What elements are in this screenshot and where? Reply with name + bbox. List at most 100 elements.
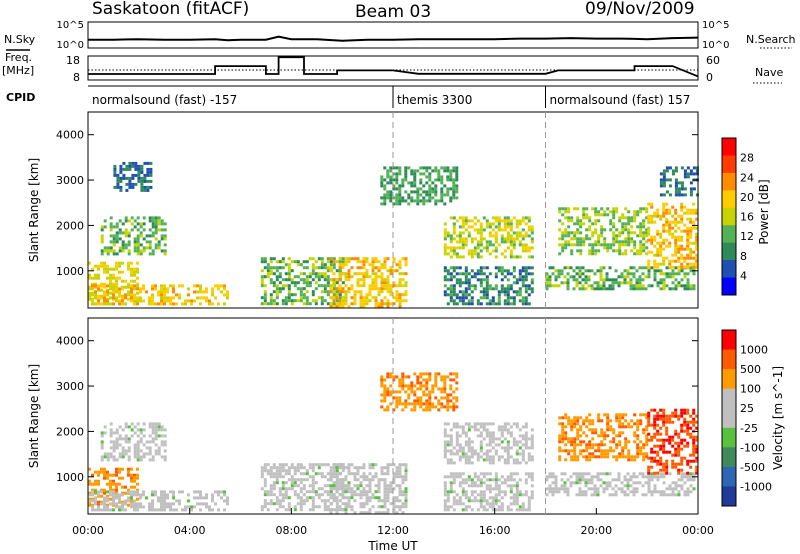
heatmap-cell bbox=[299, 466, 303, 470]
heatmap-cell bbox=[290, 478, 294, 482]
heatmap-cell bbox=[121, 243, 125, 247]
heatmap-cell bbox=[497, 487, 501, 491]
heatmap-cell bbox=[476, 255, 480, 259]
heatmap-cell bbox=[118, 455, 122, 459]
heatmap-cell bbox=[452, 246, 456, 250]
heatmap-cell bbox=[323, 499, 327, 503]
heatmap-cell bbox=[509, 478, 513, 482]
heatmap-cell bbox=[275, 466, 279, 470]
heatmap-cell bbox=[106, 267, 109, 271]
heatmap-cell bbox=[326, 493, 330, 497]
heatmap-cell bbox=[695, 471, 699, 475]
heatmap-cell bbox=[567, 422, 571, 426]
heatmap-cell bbox=[494, 496, 498, 500]
heatmap-cell bbox=[452, 502, 456, 506]
heatmap-cell bbox=[296, 496, 300, 500]
heatmap-cell bbox=[172, 284, 175, 288]
heatmap-cell bbox=[642, 446, 646, 450]
heatmap-cell bbox=[695, 459, 699, 463]
heatmap-cell bbox=[443, 378, 447, 382]
heatmap-cell bbox=[689, 187, 693, 191]
heatmap-cell bbox=[404, 478, 408, 482]
heatmap-cell bbox=[647, 232, 651, 236]
heatmap-cell bbox=[488, 302, 492, 306]
heatmap-cell bbox=[692, 438, 696, 442]
heatmap-cell bbox=[609, 246, 613, 250]
heatmap-cell bbox=[467, 461, 471, 465]
heatmap-cell bbox=[103, 488, 106, 492]
heatmap-cell bbox=[461, 490, 465, 494]
heatmap-cell bbox=[305, 296, 309, 300]
heatmap-cell bbox=[479, 222, 483, 226]
heatmap-cell bbox=[642, 431, 646, 435]
heatmap-cell bbox=[449, 290, 453, 294]
heatmap-cell bbox=[109, 428, 113, 432]
heatmap-cell bbox=[689, 181, 693, 185]
heatmap-cell bbox=[404, 293, 408, 297]
heatmap-cell bbox=[97, 273, 100, 277]
heatmap-cell bbox=[626, 481, 630, 485]
heatmap-cell bbox=[383, 266, 387, 270]
heatmap-cell bbox=[653, 487, 657, 491]
heatmap-cell bbox=[627, 440, 631, 444]
heatmap-cell bbox=[136, 505, 139, 509]
heatmap-cell bbox=[683, 481, 687, 485]
heatmap-cell bbox=[645, 210, 649, 214]
heatmap-cell bbox=[491, 222, 495, 226]
heatmap-cell bbox=[112, 293, 115, 297]
heatmap-cell bbox=[558, 207, 562, 211]
heatmap-cell bbox=[686, 429, 690, 433]
heatmap-cell bbox=[650, 465, 654, 469]
heatmap-cell bbox=[686, 441, 690, 445]
heatmap-cell bbox=[563, 490, 567, 494]
heatmap-cell bbox=[100, 228, 104, 232]
heatmap-cell bbox=[515, 493, 519, 497]
heatmap-cell bbox=[653, 408, 657, 412]
heatmap-cell bbox=[106, 297, 109, 301]
heatmap-cell bbox=[683, 169, 687, 173]
heatmap-cell bbox=[449, 387, 453, 391]
heatmap-cell bbox=[365, 275, 369, 279]
heatmap-cell bbox=[668, 438, 672, 442]
heatmap-cell bbox=[281, 266, 285, 270]
heatmap-cell bbox=[386, 278, 390, 282]
heatmap-cell bbox=[518, 269, 522, 273]
heatmap-cell bbox=[464, 490, 468, 494]
heatmap-cell bbox=[662, 208, 666, 212]
heatmap-cell bbox=[112, 458, 116, 462]
heatmap-cell bbox=[371, 281, 375, 285]
heatmap-cell bbox=[485, 478, 489, 482]
heatmap-cell bbox=[335, 481, 339, 485]
heatmap-cell bbox=[332, 481, 336, 485]
heatmap-cell bbox=[639, 222, 643, 226]
heatmap-cell bbox=[449, 452, 453, 456]
heatmap-cell bbox=[653, 490, 657, 494]
heatmap-cell bbox=[335, 496, 339, 500]
heatmap-cell bbox=[380, 393, 384, 397]
heatmap-cell bbox=[588, 458, 592, 462]
heatmap-cell bbox=[512, 302, 516, 306]
heatmap-cell bbox=[401, 278, 405, 282]
heatmap-cell bbox=[609, 446, 613, 450]
heatmap-cell bbox=[130, 505, 133, 509]
heatmap-cell bbox=[127, 503, 130, 507]
heatmap-cell bbox=[386, 408, 390, 412]
heatmap-cell bbox=[500, 508, 504, 512]
heatmap-cell bbox=[374, 278, 378, 282]
heatmap-cell bbox=[467, 299, 471, 303]
heatmap-cell bbox=[476, 231, 480, 235]
heatmap-cell bbox=[630, 419, 634, 423]
heatmap-cell bbox=[494, 484, 498, 488]
heatmap-cell bbox=[470, 455, 474, 459]
heatmap-cell bbox=[615, 443, 619, 447]
heatmap-cell bbox=[335, 463, 339, 467]
heatmap-cell bbox=[588, 237, 592, 241]
heatmap-cell bbox=[160, 490, 163, 494]
heatmap-cell bbox=[674, 272, 678, 276]
heatmap-cell bbox=[515, 481, 519, 485]
heatmap-cell bbox=[91, 302, 94, 306]
heatmap-cell bbox=[515, 293, 519, 297]
heatmap-cell bbox=[621, 416, 625, 420]
heatmap-cell bbox=[476, 499, 480, 503]
heatmap-cell bbox=[452, 478, 456, 482]
